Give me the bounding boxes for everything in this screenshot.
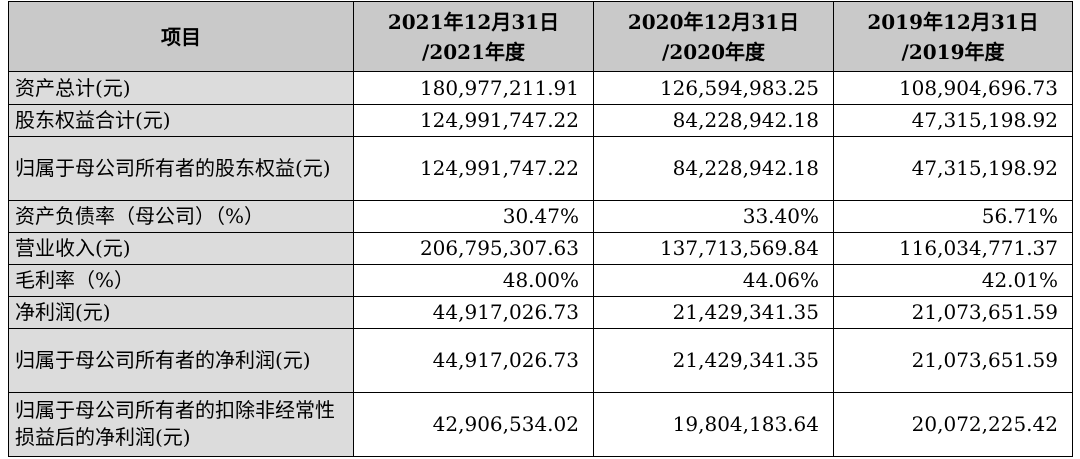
header-2020-year: /2020年度 — [662, 39, 765, 64]
value-2020: 137,713,569.84 — [593, 231, 834, 265]
table-row: 毛利率（%） 48.00% 44.06% 42.01% — [8, 263, 1073, 297]
header-2019-date: 2019年12月31日 — [867, 9, 1039, 34]
value-2020: 19,804,183.64 — [593, 391, 834, 458]
table-row: 归属于母公司所有者的股东权益(元) 124,991,747.22 84,228,… — [8, 135, 1073, 201]
value-2019: 21,073,651.59 — [833, 327, 1073, 393]
table-row: 营业收入(元) 206,795,307.63 137,713,569.84 11… — [8, 231, 1073, 265]
table-row: 资产总计(元) 180,977,211.91 126,594,983.25 10… — [8, 71, 1073, 105]
value-2021: 48.00% — [353, 263, 594, 297]
value-2020: 44.06% — [593, 263, 834, 297]
value-2019: 116,034,771.37 — [833, 231, 1073, 265]
table-row: 归属于母公司所有者的扣除非经常性损益后的净利润(元) 42,906,534.02… — [8, 391, 1073, 458]
value-2020: 21,429,341.35 — [593, 327, 834, 393]
row-label: 股东权益合计(元) — [8, 103, 354, 137]
value-2021: 44,917,026.73 — [353, 327, 594, 393]
row-label: 毛利率（%） — [8, 263, 354, 297]
value-2020: 84,228,942.18 — [593, 135, 834, 201]
value-2021: 42,906,534.02 — [353, 391, 594, 458]
value-2019: 47,315,198.92 — [833, 135, 1073, 201]
table-row: 股东权益合计(元) 124,991,747.22 84,228,942.18 4… — [8, 103, 1073, 137]
value-2021: 206,795,307.63 — [353, 231, 594, 265]
table-row: 净利润(元) 44,917,026.73 21,429,341.35 21,07… — [8, 295, 1073, 329]
value-2021: 30.47% — [353, 199, 594, 233]
row-label: 营业收入(元) — [8, 231, 354, 265]
row-label: 归属于母公司所有者的股东权益(元) — [8, 135, 354, 201]
value-2019: 21,073,651.59 — [833, 295, 1073, 329]
value-2019: 56.71% — [833, 199, 1073, 233]
row-label: 净利润(元) — [8, 295, 354, 329]
value-2020: 21,429,341.35 — [593, 295, 834, 329]
row-label: 资产负债率（母公司）（%） — [8, 199, 354, 233]
row-label: 资产总计(元) — [8, 71, 354, 105]
header-item: 项目 — [8, 0, 354, 73]
value-2021: 180,977,211.91 — [353, 71, 594, 105]
header-row: 项目 2021年12月31日 /2021年度 2020年12月31日 /2020… — [8, 0, 1073, 73]
value-2020: 33.40% — [593, 199, 834, 233]
header-2020-date: 2020年12月31日 — [627, 9, 800, 34]
header-2020: 2020年12月31日 /2020年度 — [593, 0, 834, 73]
header-2021-year: /2021年度 — [422, 39, 525, 64]
value-2019: 108,904,696.73 — [833, 71, 1073, 105]
row-label: 归属于母公司所有者的净利润(元) — [8, 327, 354, 393]
value-2020: 126,594,983.25 — [593, 71, 834, 105]
value-2019: 20,072,225.42 — [833, 391, 1073, 458]
value-2021: 124,991,747.22 — [353, 103, 594, 137]
value-2019: 47,315,198.92 — [833, 103, 1073, 137]
row-label: 归属于母公司所有者的扣除非经常性损益后的净利润(元) — [8, 391, 354, 458]
value-2021: 124,991,747.22 — [353, 135, 594, 201]
header-2021-date: 2021年12月31日 — [387, 9, 560, 34]
financial-summary-table: 项目 2021年12月31日 /2021年度 2020年12月31日 /2020… — [8, 0, 1073, 458]
value-2021: 44,917,026.73 — [353, 295, 594, 329]
value-2020: 84,228,942.18 — [593, 103, 834, 137]
header-2021: 2021年12月31日 /2021年度 — [353, 0, 594, 73]
table-row: 归属于母公司所有者的净利润(元) 44,917,026.73 21,429,34… — [8, 327, 1073, 393]
table-row: 资产负债率（母公司）（%） 30.47% 33.40% 56.71% — [8, 199, 1073, 233]
value-2019: 42.01% — [833, 263, 1073, 297]
header-2019-year: /2019年度 — [901, 39, 1005, 64]
header-2019: 2019年12月31日 /2019年度 — [833, 0, 1073, 73]
